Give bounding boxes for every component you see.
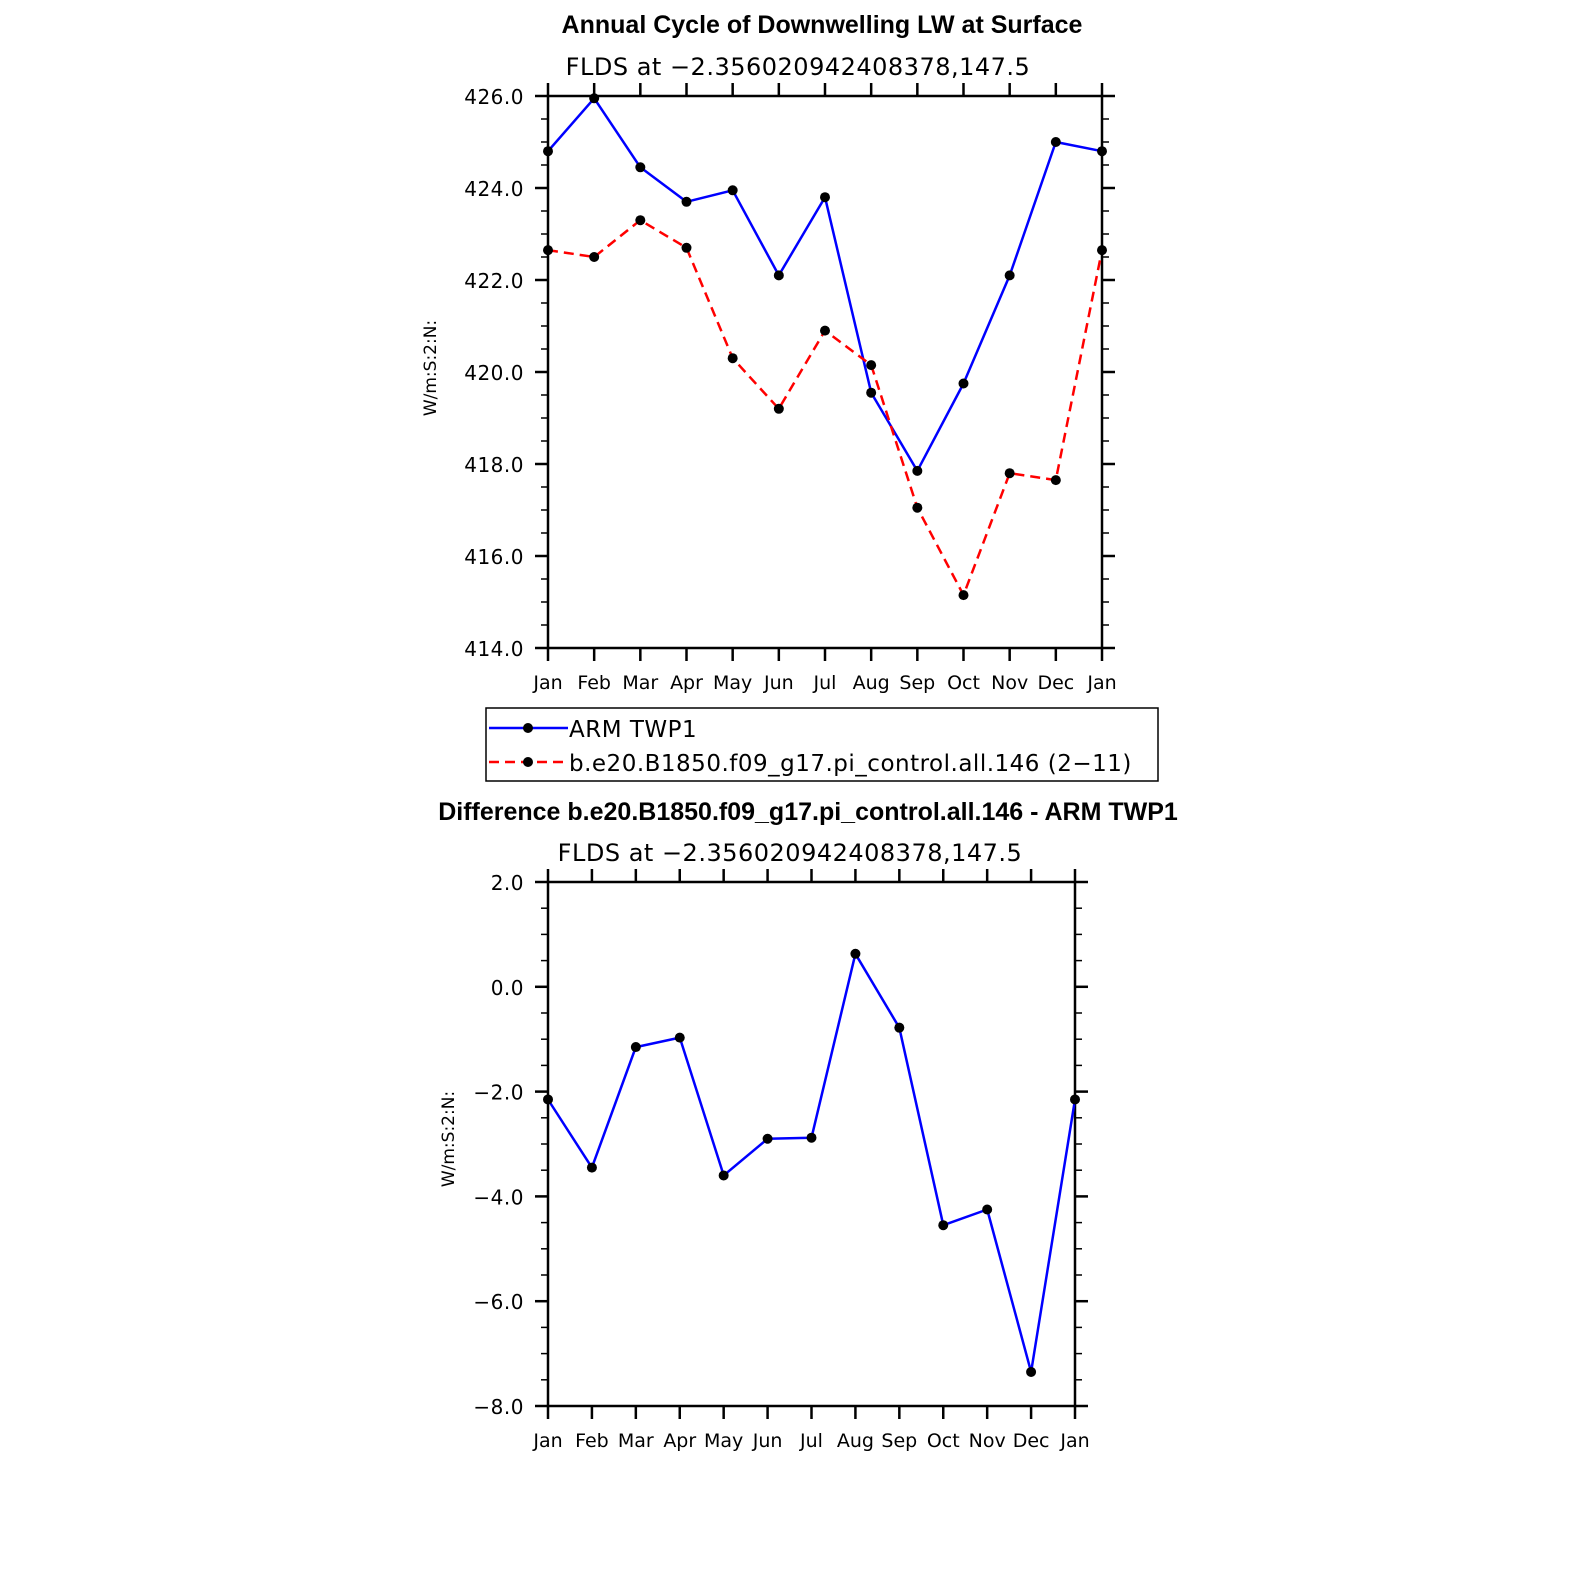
annual-cycle-series-0-point-0	[543, 146, 553, 157]
annual-cycle-x-tick-label-sep-8: Sep	[899, 672, 935, 694]
annual-cycle-series-1-point-2	[635, 215, 646, 226]
difference-series-0-point-12	[1070, 1094, 1080, 1105]
annual-cycle-series-0-point-2	[635, 162, 646, 173]
annual-cycle-x-tick-label-jun-5: Jun	[763, 672, 794, 694]
difference-series-0-point-0	[543, 1094, 553, 1105]
annual-cycle-title: Annual Cycle of Downwelling LW at Surfac…	[562, 11, 1083, 39]
annual-cycle-series-0-point-1	[589, 93, 600, 104]
legend-box	[485, 707, 1159, 782]
annual-cycle-series-1-point-3	[681, 242, 692, 253]
difference-y-tick-label-2: −4.0	[473, 1185, 524, 1209]
annual-cycle-series-0-point-11	[1050, 137, 1061, 147]
annual-cycle-series-0-point-10	[1004, 270, 1015, 281]
annual-cycle-series-1-point-8	[912, 502, 923, 513]
annual-cycle-y-tick-label-0: 414.0	[464, 637, 524, 661]
annual-cycle-series-0-point-4	[727, 185, 738, 196]
annual-cycle-y-tick-label-4: 422.0	[464, 269, 524, 293]
annual-cycle-series-1-point-1	[589, 252, 600, 262]
annual-cycle-y-tick-label-1: 416.0	[464, 545, 524, 569]
difference-x-tick-label-dec-11: Dec	[1013, 1430, 1050, 1452]
difference-y-tick-label-3: −2.0	[473, 1081, 524, 1105]
annual-cycle-x-tick-label-may-4: May	[713, 672, 752, 694]
difference-panel: Difference b.e20.B1850.f09_g17.pi_contro…	[438, 798, 1178, 1452]
annual-cycle-series-1-point-6	[820, 325, 830, 336]
annual-cycle-series-0-point-3	[681, 196, 692, 207]
annual-cycle-x-tick-label-jan-12: Jan	[1086, 672, 1116, 694]
difference-x-tick-label-jun-5: Jun	[752, 1430, 783, 1452]
annual-cycle-x-tick-label-apr-3: Apr	[670, 672, 703, 694]
difference-x-tick-label-apr-3: Apr	[663, 1430, 696, 1452]
annual-cycle-series-1-point-5	[773, 403, 784, 414]
difference-y-tick-label-5: 2.0	[491, 871, 524, 895]
annual-cycle-x-tick-label-mar-2: Mar	[622, 672, 658, 694]
annual-cycle-series-1-point-7	[866, 360, 877, 371]
annual-cycle-x-tick-label-feb-1: Feb	[577, 672, 611, 694]
annual-cycle-series-1-point-12	[1097, 245, 1107, 256]
annual-cycle-y-axis-label: W/m:S:2:N:	[421, 320, 441, 416]
difference-subtitle: FLDS at −2.356020942408378,147.5	[558, 839, 1023, 867]
annual-cycle-x-tick-label-jul-6: Jul	[813, 672, 837, 694]
annual-cycle-y-tick-label-6: 426.0	[464, 85, 524, 109]
difference-x-tick-label-sep-8: Sep	[881, 1430, 917, 1452]
difference-title: Difference b.e20.B1850.f09_g17.pi_contro…	[438, 798, 1178, 826]
annual-cycle-y-tick-label-5: 424.0	[464, 177, 524, 201]
annual-cycle-subtitle: FLDS at −2.356020942408378,147.5	[566, 53, 1031, 81]
annual-cycle-panel: Annual Cycle of Downwelling LW at Surfac…	[421, 11, 1117, 694]
annual-cycle-series-0-point-6	[820, 192, 830, 203]
annual-cycle-x-tick-label-aug-7: Aug	[853, 672, 890, 694]
difference-x-tick-label-aug-7: Aug	[837, 1430, 874, 1452]
difference-x-tick-label-mar-2: Mar	[618, 1430, 654, 1452]
legend-label-arm-twp1: ARM TWP1	[569, 717, 697, 743]
annual-cycle-x-tick-label-nov-10: Nov	[991, 672, 1028, 694]
difference-series-0-point-5	[762, 1133, 773, 1144]
legend-swatch-marker-model	[523, 757, 533, 767]
difference-x-tick-label-may-4: May	[704, 1430, 743, 1452]
annual-cycle-x-tick-label-dec-11: Dec	[1037, 672, 1074, 694]
difference-x-tick-label-jan-12: Jan	[1059, 1430, 1089, 1452]
annual-cycle-series-1-point-11	[1050, 475, 1061, 486]
annual-cycle-series-0-point-8	[912, 465, 923, 476]
annual-cycle-series-0-point-7	[866, 387, 877, 398]
difference-series-0-point-11	[1026, 1366, 1037, 1377]
difference-series-0-point-9	[938, 1220, 949, 1231]
legend: ARM TWP1 b.e20.B1850.f09_g17.pi_control.…	[485, 707, 1159, 782]
difference-y-tick-label-1: −6.0	[473, 1290, 524, 1314]
difference-x-tick-label-jan-0: Jan	[532, 1430, 562, 1452]
legend-swatch-marker-arm-twp1	[523, 723, 533, 733]
difference-series-0-point-2	[630, 1042, 641, 1053]
difference-series-0-point-10	[982, 1204, 993, 1215]
annual-cycle-x-tick-label-jan-0: Jan	[532, 672, 562, 694]
annual-cycle-series-1-point-0	[543, 245, 553, 256]
difference-y-axis-label: W/m:S:2:N:	[439, 1091, 459, 1187]
annual-cycle-series-1-point-10	[1004, 468, 1015, 479]
annual-cycle-series-1-point-9	[958, 590, 969, 601]
difference-x-tick-label-oct-9: Oct	[927, 1430, 960, 1452]
annual-cycle-y-tick-label-3: 420.0	[464, 361, 524, 385]
difference-series-0-point-4	[718, 1170, 729, 1181]
difference-x-tick-label-jul-6: Jul	[799, 1430, 823, 1452]
difference-series-0-point-6	[806, 1132, 817, 1143]
difference-series-0-point-1	[586, 1162, 597, 1173]
annual-cycle-series-0-point-5	[773, 270, 784, 281]
difference-series-0-point-7	[850, 948, 861, 959]
difference-x-tick-label-nov-10: Nov	[969, 1430, 1006, 1452]
difference-y-tick-label-4: 0.0	[491, 976, 524, 1000]
annual-cycle-series-1-point-4	[727, 353, 738, 364]
annual-cycle-x-tick-label-oct-9: Oct	[947, 672, 980, 694]
difference-x-tick-label-feb-1: Feb	[575, 1430, 609, 1452]
annual-cycle-series-0-point-12	[1097, 146, 1107, 157]
annual-cycle-y-tick-label-2: 418.0	[464, 453, 524, 477]
difference-series-0-point-8	[894, 1022, 905, 1033]
difference-series-0-point-3	[674, 1032, 685, 1043]
difference-y-tick-label-0: −8.0	[473, 1395, 524, 1419]
legend-label-model: b.e20.B1850.f09_g17.pi_control.all.146 (…	[569, 751, 1132, 777]
annual-cycle-series-0-point-9	[958, 378, 969, 389]
